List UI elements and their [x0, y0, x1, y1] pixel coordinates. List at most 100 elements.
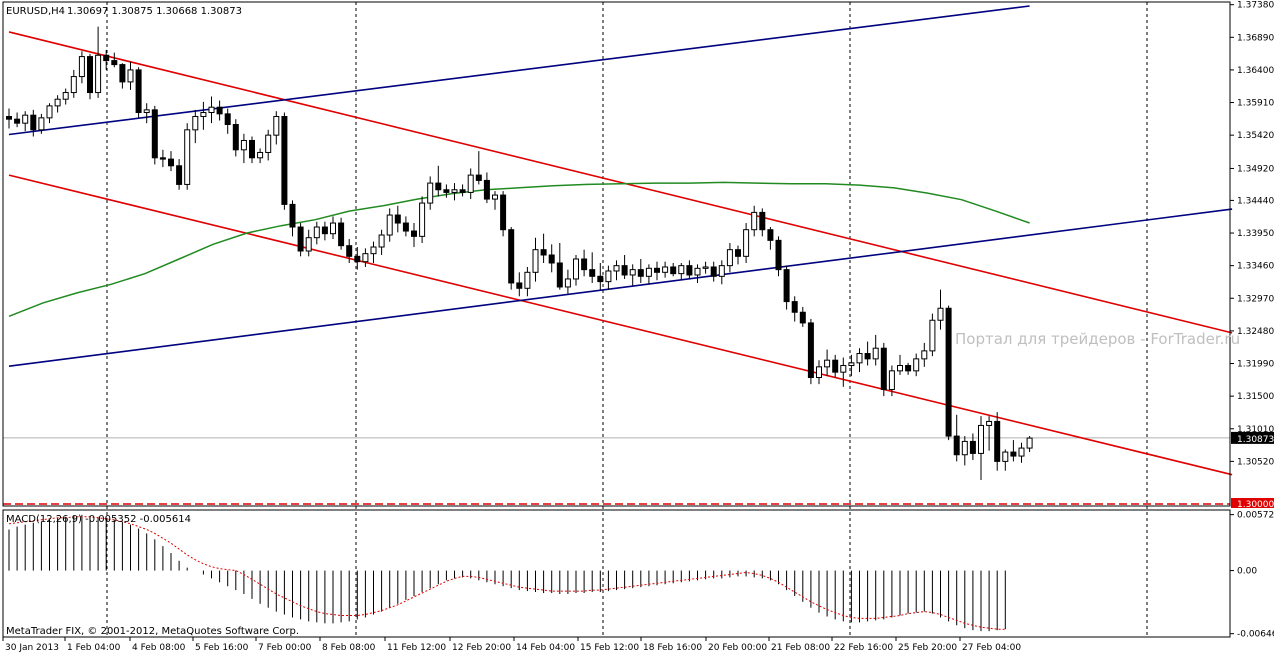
bull-candle — [313, 226, 320, 239]
bull-candle — [816, 366, 822, 379]
bear-candle — [346, 245, 353, 257]
bear-candle — [232, 124, 239, 151]
price-tick-label: 1.34920 — [1237, 164, 1274, 174]
bear-candle — [87, 56, 93, 94]
red-channel-line[interactable] — [8, 174, 1233, 476]
price-tick-label: 1.33950 — [1237, 229, 1274, 239]
blue-channel-line[interactable] — [8, 5, 1030, 136]
grid — [3, 2, 1230, 637]
bull-candle — [718, 265, 725, 277]
bull-candle — [824, 359, 831, 368]
bear-candle — [176, 165, 183, 185]
bear-candle — [637, 269, 644, 277]
channel-lines[interactable] — [8, 5, 1233, 476]
macd-panel-frame — [2, 509, 1231, 638]
bull-candle — [1026, 437, 1033, 449]
price-tick-label: 1.35420 — [1237, 131, 1274, 141]
bear-candle — [945, 307, 952, 437]
bear-candle — [1010, 451, 1017, 457]
bear-candle — [168, 158, 174, 167]
macd-tick-label: 0.00 — [1237, 567, 1257, 577]
level-tag — [1231, 498, 1274, 508]
price-tick-label: 1.36400 — [1237, 66, 1274, 76]
bull-candle — [872, 347, 879, 360]
bull-candle — [386, 214, 393, 236]
moving-average — [8, 181, 1030, 317]
bear-candle — [969, 440, 976, 454]
bear-candle — [411, 230, 417, 237]
candles — [6, 26, 1033, 481]
bull-candle — [208, 106, 215, 114]
bull-candle — [305, 237, 312, 252]
bear-candle — [654, 267, 660, 273]
bear-candle — [289, 203, 296, 228]
bull-candle — [273, 116, 280, 136]
bull-candle — [888, 370, 895, 390]
bull-candle — [143, 109, 150, 114]
bear-candle — [686, 265, 693, 276]
bear-candle — [321, 226, 328, 235]
bull-candle — [362, 253, 369, 263]
time-tick-label: 30 Jan 2013 — [5, 643, 59, 653]
price-tick-label: 1.32970 — [1237, 294, 1274, 304]
price-tick-label: 1.37380 — [1237, 1, 1274, 11]
time-tick-label: 25 Feb 20:00 — [898, 643, 957, 653]
bear-candle — [735, 249, 741, 257]
time-tick-label: 12 Feb 20:00 — [452, 643, 511, 653]
bull-candle — [1002, 451, 1009, 462]
time-tick-label: 4 Feb 08:00 — [132, 643, 186, 653]
bull-candle — [856, 353, 863, 364]
price-panel-frame — [2, 1, 1231, 507]
time-tick-label: 1 Feb 04:00 — [67, 643, 121, 653]
bull-candle — [605, 270, 612, 283]
bull-candle — [937, 307, 944, 321]
time-tick-label: 18 Feb 16:00 — [643, 643, 702, 653]
time-tick-label: 7 Feb 00:00 — [258, 643, 312, 653]
bear-candle — [807, 322, 814, 379]
bear-candle — [111, 60, 118, 66]
bear-candle — [880, 347, 887, 390]
bull-candle — [840, 365, 847, 373]
price-tick-label: 1.31010 — [1237, 425, 1274, 435]
price-tick-label: 1.36890 — [1237, 33, 1274, 43]
bear-candle — [710, 266, 717, 277]
bull-candle — [613, 265, 620, 272]
bear-candle — [548, 254, 555, 264]
bear-candle — [783, 269, 790, 303]
bull-candle — [564, 278, 571, 288]
price-tick-label: 1.31500 — [1237, 392, 1274, 402]
time-tick-label: 21 Feb 08:00 — [771, 643, 830, 653]
time-tick-label: 11 Feb 12:00 — [387, 643, 446, 653]
bull-candle — [192, 116, 199, 131]
chart-header: EURUSD,H4 1.30697 1.30875 1.30668 1.3087… — [6, 6, 242, 17]
bull-candle — [200, 112, 207, 118]
bull-candle — [54, 98, 61, 107]
bear-candle — [670, 266, 677, 275]
bear-candle — [500, 194, 507, 231]
bear-candle — [30, 114, 37, 131]
price-tick-label: 1.30520 — [1237, 457, 1274, 467]
bull-candle — [370, 246, 377, 255]
bear-candle — [297, 226, 304, 252]
macd-signal-line — [8, 516, 1006, 630]
bear-candle — [14, 118, 21, 124]
bear-candle — [216, 106, 223, 115]
blue-channel-line[interactable] — [8, 208, 1233, 367]
bear-candle — [540, 249, 547, 256]
bear-candle — [905, 365, 912, 372]
bear-candle — [281, 116, 288, 205]
bear-candle — [953, 435, 960, 456]
price-tick-label: 1.34440 — [1237, 196, 1274, 206]
bull-candle — [921, 350, 928, 360]
bear-candle — [435, 182, 442, 191]
bull-candle — [1018, 447, 1025, 457]
red-channel-line[interactable] — [8, 31, 1233, 334]
time-tick-label: 27 Feb 04:00 — [962, 643, 1021, 653]
bear-candle — [597, 275, 604, 283]
time-tick-label: 5 Feb 16:00 — [195, 643, 249, 653]
bull-candle — [629, 269, 636, 276]
bear-candle — [832, 359, 839, 373]
bull-candle — [726, 249, 733, 267]
bear-candle — [119, 64, 126, 83]
